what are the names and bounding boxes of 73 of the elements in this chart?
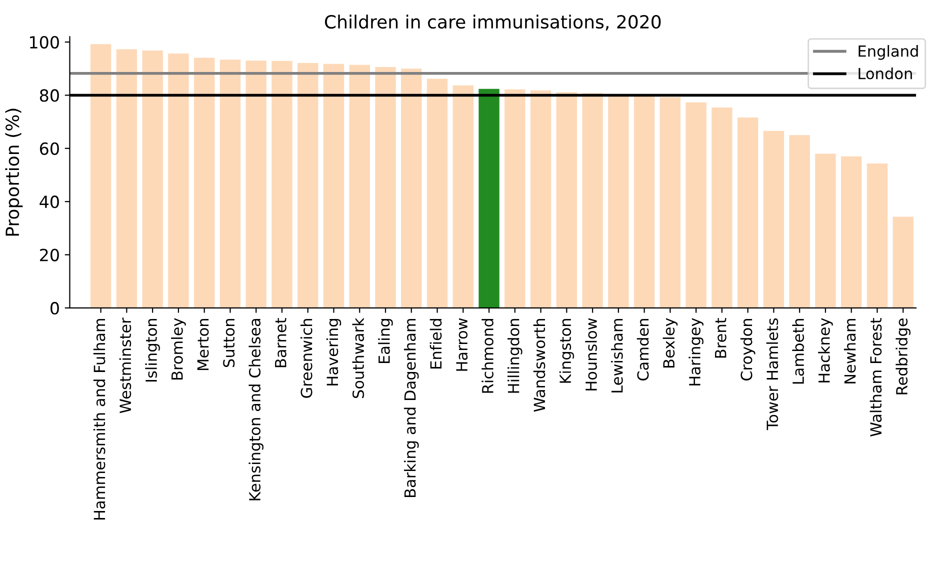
y-tick-label: 40 [40, 196, 59, 208]
x-tick-label: Richmond [482, 319, 494, 393]
x-tick-label: Greenwich [300, 318, 312, 398]
bar [426, 78, 448, 308]
bar [298, 63, 318, 308]
x-tick-label: Redbridge [896, 318, 911, 394]
bar [478, 88, 500, 308]
x-tick-label: Lewisham [611, 318, 623, 392]
bar [530, 90, 552, 308]
legend-label: England [858, 45, 918, 60]
bar [504, 89, 526, 308]
x-tick-label: Kensington and Chelsea [248, 319, 264, 500]
x-tick-label: Croydon [740, 318, 756, 381]
bar [401, 68, 422, 308]
y-tick-label: 20 [40, 248, 59, 262]
bar [90, 44, 112, 308]
x-tick-label: Lambeth [792, 318, 804, 384]
y-tick-label: 100 [30, 36, 59, 49]
x-tick-label: Enfield [430, 319, 442, 368]
bar [892, 216, 914, 308]
bar [815, 154, 836, 308]
bar [660, 97, 681, 308]
x-tick-label: Islington [145, 318, 160, 382]
bar [142, 50, 163, 308]
bar [323, 64, 344, 308]
x-tick-label: Kingston [559, 318, 574, 383]
bar [220, 60, 241, 308]
y-axis-title: Proportion (%) [5, 108, 23, 236]
legend-label: London [858, 67, 912, 80]
y-tick-label: 80 [40, 89, 59, 102]
x-tick-label: Waltham Forest [870, 318, 882, 437]
y-tick-label: 0 [50, 302, 59, 314]
x-tick-label: Ealing [378, 319, 393, 364]
bar [194, 58, 215, 308]
x-tick-label: Hackney [818, 318, 833, 382]
x-tick-label: Brent [715, 318, 726, 358]
bar [349, 64, 370, 308]
chart-title: Children in care immunisations, 2020 [324, 14, 661, 30]
x-tick-label: Barnet [275, 318, 286, 368]
bar [737, 118, 758, 308]
x-tick-label: Merton [197, 318, 209, 370]
x-tick-label: Bromley [171, 318, 186, 380]
bar [763, 130, 784, 308]
bar [789, 135, 810, 308]
x-tick-label: Haringey [688, 318, 704, 386]
bar [272, 60, 292, 308]
x-tick-label: Wandsworth [533, 318, 546, 412]
bar [375, 67, 396, 308]
x-tick-label: Camden [636, 318, 649, 380]
x-tick-label: Havering [326, 319, 342, 386]
bar [840, 156, 862, 308]
x-tick-label: Southwark [352, 318, 364, 398]
bar [168, 53, 189, 308]
x-tick-label: Hammersmith and Fulham [93, 318, 106, 520]
bar [582, 93, 603, 308]
x-tick-label: Sutton [223, 318, 235, 368]
bar [452, 85, 474, 308]
x-tick-label: Hounslow [585, 318, 597, 390]
bar [866, 164, 888, 308]
x-tick-label: Westminster [119, 318, 132, 414]
x-tick-label: Harrow [456, 318, 468, 371]
bar [712, 107, 732, 308]
x-tick-label: Bexley [662, 318, 678, 368]
x-tick-label: Newham [844, 318, 856, 384]
bar [634, 94, 655, 308]
x-tick-label: Hillingdon [508, 318, 522, 393]
bar [116, 49, 138, 308]
y-tick-label: 60 [40, 142, 59, 155]
x-tick-label: Barking and Dagenham [404, 318, 419, 498]
bar [556, 92, 578, 308]
bar [246, 60, 266, 308]
bar [686, 102, 706, 308]
x-tick-label: Tower Hamlets [766, 318, 778, 430]
